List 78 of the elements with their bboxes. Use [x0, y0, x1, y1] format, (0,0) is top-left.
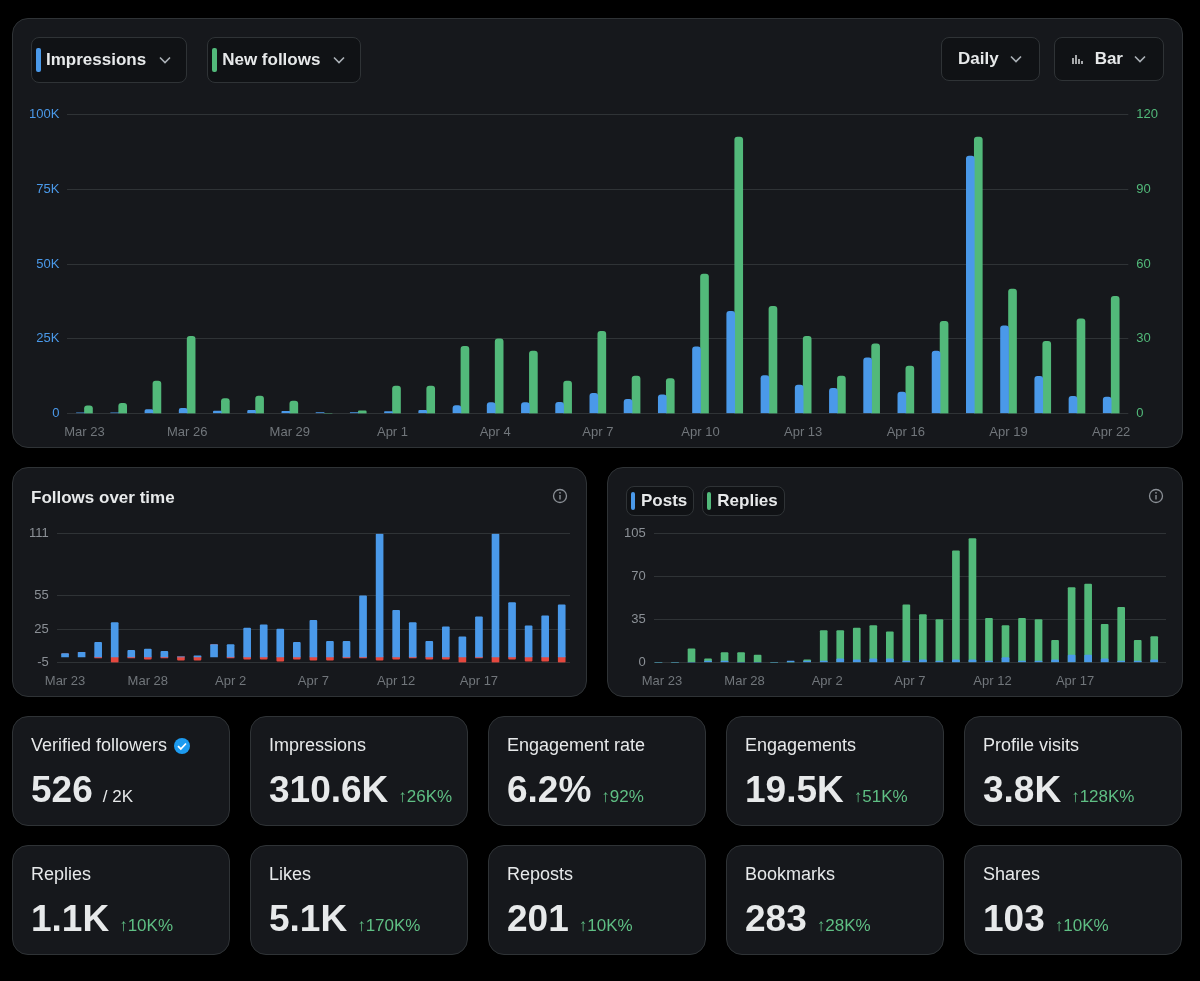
- text: ↑10K%: [578, 916, 633, 936]
- text: ↑170K%: [357, 916, 421, 936]
- y-tick-label: 55: [34, 587, 49, 603]
- x-tick-label: Apr 4: [479, 423, 511, 439]
- x-tick-label: Apr 13: [784, 423, 823, 439]
- text: Impressions: [269, 735, 367, 756]
- x-tick-label: Apr 12: [973, 672, 1012, 688]
- text: 3.8K: [983, 769, 1062, 811]
- x-tick-label: Apr 17: [1055, 672, 1095, 688]
- x-tick-label: Mar 23: [44, 672, 86, 688]
- x-tick-label: Apr 22: [1092, 423, 1131, 439]
- x-tick-label: Mar 23: [64, 423, 105, 439]
- y-tick-label: 25: [34, 620, 49, 636]
- legend-label: New follows: [222, 50, 321, 70]
- y-tick-label: 105: [623, 525, 646, 541]
- text: Reposts: [507, 864, 574, 885]
- x-tick-label: Apr 7: [894, 672, 926, 688]
- x-tick-label: Apr 16: [886, 423, 926, 439]
- text: / 2K: [102, 787, 133, 807]
- text: 310.6K: [269, 769, 389, 811]
- chart-title: Follows over time: [31, 488, 175, 508]
- x-tick-label: Apr 2: [215, 672, 247, 688]
- y-tick-label: 35: [631, 611, 646, 627]
- text: ↑26K%: [398, 787, 453, 807]
- text: ↑128K%: [1071, 787, 1135, 807]
- y-tick-label: 0: [638, 653, 646, 669]
- x-tick-label: Apr 17: [459, 672, 499, 688]
- x-tick-label: Mar 28: [127, 672, 169, 688]
- text: ↑28K%: [816, 916, 871, 936]
- text: 5.1K: [269, 898, 348, 940]
- y-tick-label: 70: [631, 568, 646, 584]
- legend-label: Replies: [717, 491, 778, 511]
- text: 6.2%: [507, 769, 592, 811]
- y-tick-label: 0: [52, 404, 60, 420]
- text: Replies: [31, 864, 92, 885]
- y-tick-label: 100K: [28, 106, 60, 122]
- text: Profile visits: [983, 735, 1080, 756]
- x-tick-label: Mar 29: [269, 423, 311, 439]
- y2-tick-label: 30: [1136, 330, 1151, 346]
- x-tick-label: Mar 28: [724, 672, 765, 688]
- text: Verified followers: [31, 735, 168, 756]
- text: 526: [31, 769, 93, 811]
- text: 103: [983, 898, 1045, 940]
- x-tick-label: Apr 7: [582, 423, 614, 439]
- text: ↑92%: [601, 787, 644, 807]
- text: Bookmarks: [745, 864, 836, 885]
- x-tick-label: Apr 12: [377, 672, 416, 688]
- y2-tick-label: 90: [1136, 181, 1151, 197]
- x-tick-label: Apr 1: [376, 423, 409, 439]
- y2-tick-label: 120: [1136, 106, 1159, 122]
- text: Bar: [1094, 49, 1123, 69]
- x-tick-label: Apr 7: [297, 672, 329, 688]
- x-tick-label: Mar 23: [641, 672, 683, 688]
- y-tick-label: 75K: [36, 181, 60, 197]
- text: 19.5K: [745, 769, 844, 811]
- text: Likes: [269, 864, 312, 885]
- text: ↑10K%: [1054, 916, 1109, 936]
- y-tick-label: -5: [37, 653, 49, 669]
- y-tick-label: 25K: [36, 330, 60, 346]
- x-tick-label: Apr 2: [811, 672, 843, 688]
- text: Shares: [983, 864, 1041, 885]
- y2-tick-label: 60: [1136, 255, 1151, 271]
- y-tick-label: 111: [28, 525, 49, 541]
- legend-label: Posts: [641, 491, 688, 511]
- x-tick-label: Apr 19: [989, 423, 1028, 439]
- text: Daily: [958, 49, 999, 69]
- text: Engagement rate: [507, 735, 646, 756]
- x-tick-label: Apr 10: [681, 423, 720, 439]
- text: 201: [507, 898, 569, 940]
- y-tick-label: 50K: [36, 255, 60, 271]
- text: 1.1K: [31, 898, 110, 940]
- y2-tick-label: 0: [1136, 404, 1144, 420]
- text: ↑10K%: [119, 916, 174, 936]
- text: Engagements: [745, 735, 857, 756]
- text: ↑51K%: [853, 787, 908, 807]
- legend-label: Impressions: [46, 50, 147, 70]
- text: 283: [745, 898, 807, 940]
- x-tick-label: Mar 26: [166, 423, 208, 439]
